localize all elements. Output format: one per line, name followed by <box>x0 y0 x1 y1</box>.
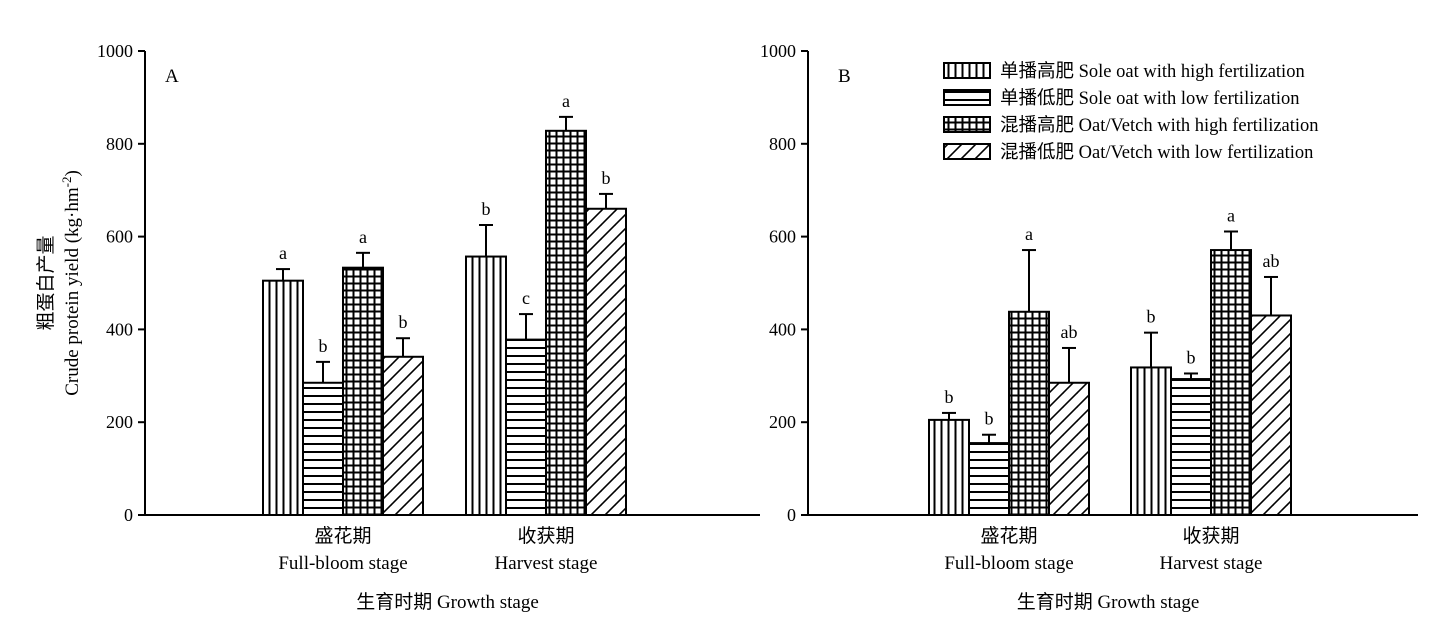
significance-label: ab <box>1061 322 1078 342</box>
significance-label: b <box>399 312 408 332</box>
y-tick-label: 200 <box>769 412 796 432</box>
significance-label: a <box>279 243 287 263</box>
y-tick-label: 600 <box>106 227 133 247</box>
legend-swatch <box>943 89 991 106</box>
y-tick-label: 600 <box>769 227 796 247</box>
panel-label: A <box>165 66 179 87</box>
y-tick-label: 200 <box>106 412 133 432</box>
bar <box>1048 381 1090 517</box>
x-axis-title: 生育时期 Growth stage <box>1017 591 1200 613</box>
bar <box>585 207 627 516</box>
y-tick-label: 400 <box>106 319 133 339</box>
bar <box>342 266 384 516</box>
category-label-en: Full-bloom stage <box>944 553 1073 574</box>
bar <box>928 418 970 517</box>
bar <box>1250 314 1292 517</box>
y-tick-label: 0 <box>124 505 133 525</box>
significance-label: b <box>985 409 994 429</box>
y-tick-label: 1000 <box>760 41 796 61</box>
panel-label: B <box>838 66 851 87</box>
significance-label: a <box>562 91 570 111</box>
y-tick-label: 0 <box>787 505 796 525</box>
significance-label: c <box>522 288 530 308</box>
legend: 单播高肥 Sole oat with high fertilization 单播低… <box>943 61 1319 163</box>
category-label-en: Full-bloom stage <box>278 553 407 574</box>
y-tick-label: 400 <box>769 319 796 339</box>
significance-label: a <box>1227 205 1235 225</box>
panel-A: 0 200 400 600 800 1000 Aa b a b 盛花期 Full-bloom stag… <box>35 41 760 613</box>
x-axis-title: 生育时期 Growth stage <box>356 591 539 613</box>
category-label-zh: 收获期 <box>517 525 574 547</box>
bar <box>382 355 424 516</box>
y-axis-title-zh: 粗蛋白产量 <box>35 235 57 330</box>
bar <box>505 338 547 516</box>
category-label-zh: 盛花期 <box>314 525 371 547</box>
legend-label: 混播高肥 Oat/Vetch with high fertilization <box>1000 115 1319 136</box>
legend-label: 混播低肥 Oat/Vetch with low fertilization <box>1000 142 1313 163</box>
legend-label: 单播低肥 Sole oat with low fertilization <box>1000 88 1300 109</box>
significance-label: b <box>482 199 491 219</box>
bar <box>465 255 507 516</box>
significance-label: b <box>1147 307 1156 327</box>
bar <box>968 442 1010 516</box>
category-label-en: Harvest stage <box>495 553 598 574</box>
significance-label: a <box>1025 224 1033 244</box>
significance-label: b <box>319 336 328 356</box>
category-label-zh: 收获期 <box>1182 525 1239 547</box>
legend-swatch <box>943 143 991 160</box>
bar <box>1008 310 1050 516</box>
category-label-zh: 盛花期 <box>980 525 1037 547</box>
legend-label: 单播高肥 Sole oat with high fertilization <box>1000 61 1305 82</box>
significance-label: b <box>945 387 954 407</box>
y-axis-title-en: Crude protein yield (kg·hm-2) <box>59 170 83 396</box>
significance-label: ab <box>1263 251 1280 271</box>
legend-swatch <box>943 62 991 79</box>
bar <box>262 279 304 516</box>
bar <box>1130 366 1172 516</box>
bar <box>302 381 344 517</box>
y-tick-label: 800 <box>106 134 133 154</box>
bar <box>1170 378 1212 516</box>
category-label-en: Harvest stage <box>1160 553 1263 574</box>
y-tick-label: 1000 <box>97 41 133 61</box>
legend-swatch <box>943 116 991 133</box>
significance-label: b <box>602 168 611 188</box>
y-tick-label: 800 <box>769 134 796 154</box>
bar <box>1210 249 1252 516</box>
significance-label: a <box>359 227 367 247</box>
significance-label: b <box>1187 347 1196 367</box>
bar <box>545 129 587 516</box>
